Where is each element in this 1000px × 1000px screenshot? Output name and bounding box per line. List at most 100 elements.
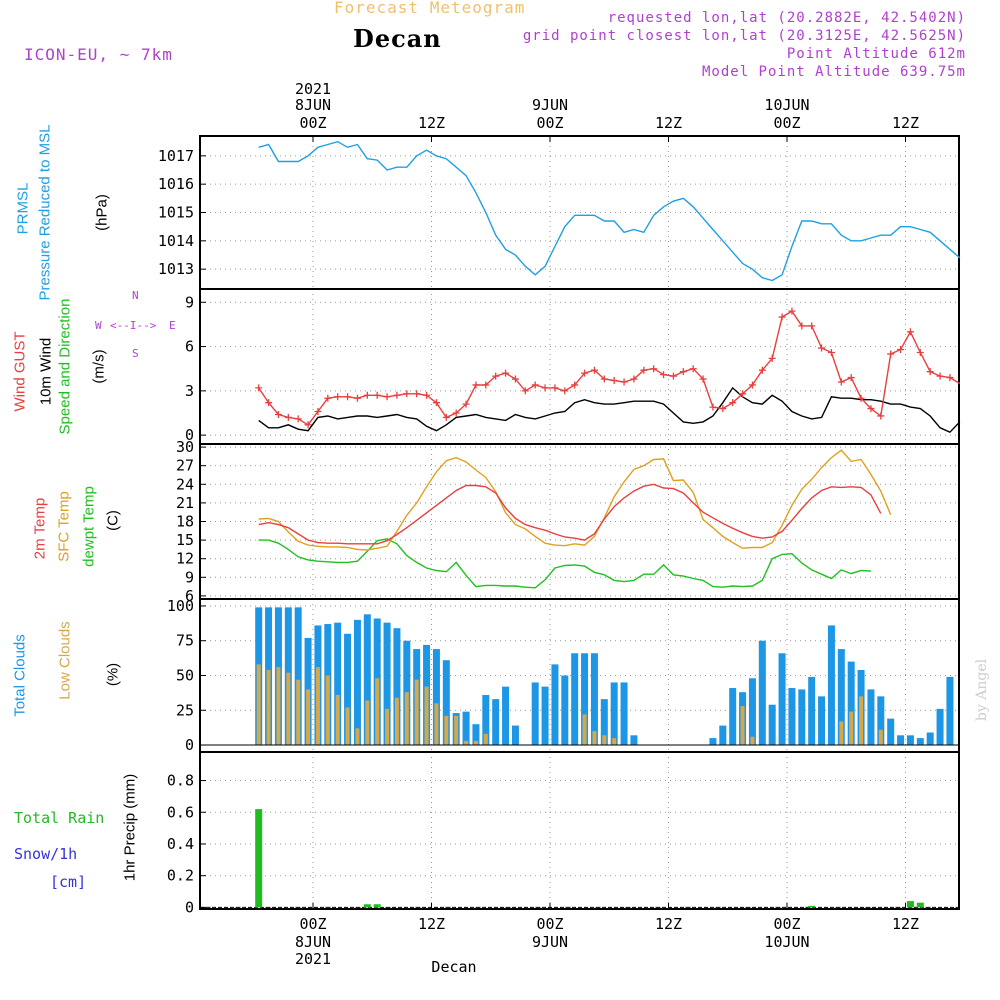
low-cloud-bar: [256, 664, 261, 746]
panel-frame-precipitation: [199, 751, 960, 910]
gust-marker: [255, 384, 263, 392]
model-label: ICON-EU, ~ 7km: [24, 45, 173, 64]
gust-marker: [778, 313, 786, 321]
watermark: by Angel: [974, 658, 990, 722]
gust-marker: [818, 344, 826, 352]
low-cloud-bar: [296, 679, 301, 746]
dewpt-line: [258, 538, 871, 589]
ytick-label: 12: [176, 550, 194, 568]
total-cloud-bar: [867, 689, 875, 746]
requested-coords: requested lon,lat (20.2882E, 42.5402N): [607, 10, 966, 26]
total-cloud-bar: [492, 699, 500, 746]
rain-bar: [808, 905, 816, 908]
ytick-label: 18: [176, 513, 194, 531]
total-cloud-bar: [808, 676, 816, 746]
gust-marker: [551, 384, 559, 392]
total-cloud-bar: [353, 619, 361, 746]
gust-marker: [798, 322, 806, 330]
gust-marker: [887, 350, 895, 358]
total-cloud-bar: [719, 725, 727, 746]
total-cloud-bar: [877, 696, 885, 746]
total-cloud-bar: [344, 633, 352, 746]
low-cloud-bar: [592, 731, 597, 746]
gust-marker: [423, 391, 431, 399]
gust-marker: [413, 390, 421, 398]
ytick-label: 0: [185, 898, 194, 916]
total-cloud-bar: [531, 682, 539, 746]
total-cloud-bar: [571, 653, 579, 746]
gust-marker: [353, 394, 361, 402]
ytick-label: 21: [176, 494, 194, 512]
low-cloud-bar: [464, 740, 469, 746]
total-cloud-bar: [383, 622, 391, 746]
total-cloud-bar: [472, 724, 480, 746]
compass-n: N: [132, 289, 139, 302]
total-cloud-bar: [818, 696, 826, 746]
total-cloud-bar: [581, 653, 589, 746]
gust-marker: [324, 394, 332, 402]
gust-marker: [581, 369, 589, 377]
total-cloud-bar: [946, 676, 954, 746]
gust-marker: [511, 375, 519, 383]
low-cloud-bar: [306, 689, 311, 746]
ytick-label: 0.4: [167, 835, 194, 853]
gust-marker: [432, 399, 440, 407]
gust-marker: [571, 381, 579, 389]
low-cloud-bar: [878, 729, 883, 746]
top-time-label: 12Z: [655, 114, 682, 132]
snow-label: Snow/1h: [14, 845, 78, 863]
total-cloud-bar: [916, 738, 924, 746]
gust-marker: [334, 393, 342, 401]
low-cloud-bar: [582, 714, 587, 746]
top-time-label: 00Z: [773, 114, 800, 132]
low-cloud-bar: [750, 736, 755, 746]
total-cloud-bar: [334, 622, 342, 746]
compass-w: W: [95, 319, 102, 332]
ytick-label: 1015: [158, 204, 194, 222]
total-cloud-bar: [837, 649, 845, 746]
gust-marker: [660, 371, 668, 379]
gust-marker: [699, 375, 707, 383]
gust-marker: [867, 405, 875, 413]
total-cloud-bar: [600, 699, 608, 746]
gust-marker: [521, 387, 529, 395]
meteogram-title: Forecast Meteogram: [334, 0, 526, 17]
gust-marker: [946, 374, 954, 382]
total-cloud-bar: [620, 682, 628, 746]
bottom-time-label: 12Z: [892, 915, 919, 933]
low-cloud-bar: [365, 700, 370, 746]
gust-marker: [304, 421, 312, 429]
low-cloud-bar: [345, 707, 350, 746]
ytick-label: 1016: [158, 175, 194, 193]
gust-marker: [442, 413, 450, 421]
total-cloud-bar: [906, 735, 914, 746]
total-cloud-bar: [847, 661, 855, 746]
bottom-year-label: 2021: [295, 950, 331, 968]
ytick-label: 3: [185, 382, 194, 400]
model-altitude: Model Point Altitude 639.75m: [701, 64, 966, 80]
total-cloud-bar: [541, 686, 549, 746]
gust-marker: [403, 390, 411, 398]
ytick-label: 100: [167, 597, 194, 615]
gust-marker: [788, 307, 796, 315]
ytick-label: 0: [185, 426, 194, 444]
total-cloud-bar: [551, 664, 559, 746]
point-altitude: Point Altitude 612m: [786, 46, 966, 62]
rain-bar: [916, 902, 924, 908]
ytick-label: 0.2: [167, 867, 194, 885]
total-cloud-bar: [778, 653, 786, 746]
gust-marker: [897, 346, 905, 354]
gridpoint-coords: grid point closest lon,lat (20.3125E, 42…: [522, 28, 966, 44]
total-cloud-bar: [432, 649, 440, 746]
gust-marker: [630, 375, 638, 383]
low-cloud-bar: [375, 678, 380, 746]
gust-marker: [541, 384, 549, 392]
low-cloud-bar: [385, 708, 390, 746]
rain-bar: [373, 904, 381, 908]
ytick-label: 75: [176, 632, 194, 650]
top-date-label: 9JUN: [532, 96, 568, 114]
ytick-label: 0: [185, 736, 194, 754]
gust-marker: [462, 400, 470, 408]
low-cloud-bar: [286, 672, 291, 746]
